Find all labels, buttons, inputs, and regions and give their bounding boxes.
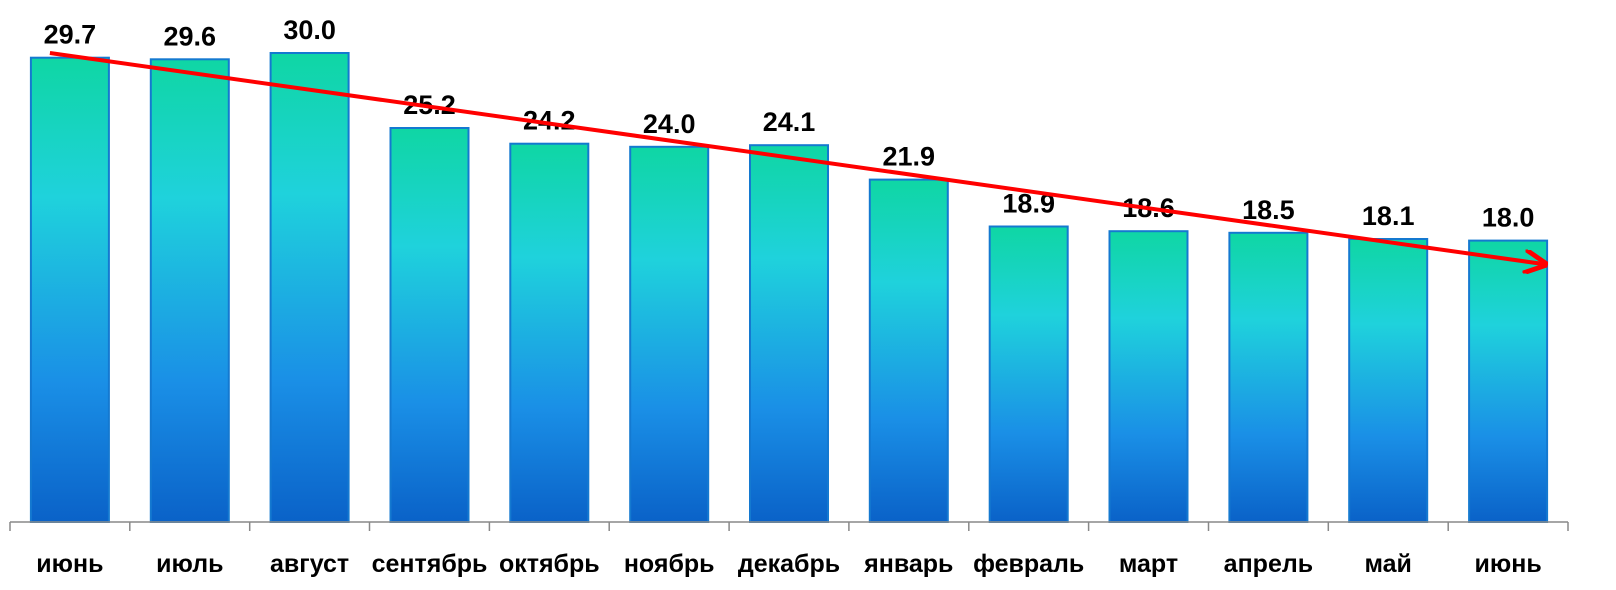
bar-6 — [749, 144, 829, 523]
value-label-0: 29.7 — [44, 20, 97, 50]
bar-9 — [1108, 230, 1189, 523]
bar-4 — [509, 142, 590, 523]
value-label-1: 29.6 — [164, 21, 217, 51]
x-tick-labels: июнь июль август сентябрь октябрь ноябрь декаб… — [36, 550, 1541, 578]
x-tick-label-4: октябрь — [499, 550, 600, 578]
x-axis — [9, 521, 1569, 531]
x-tick-label-0: июнь — [36, 550, 103, 578]
bar-0 — [29, 56, 110, 523]
value-label-10: 18.5 — [1242, 195, 1295, 225]
value-labels: 29.729.630.025.224.224.024.121.918.918.6… — [44, 15, 1535, 233]
bar-1 — [149, 58, 230, 524]
bar-3 — [389, 127, 470, 523]
bar-5 — [629, 145, 710, 524]
bar-12 — [1468, 239, 1549, 523]
bar-10 — [1228, 231, 1309, 524]
x-tick-label-3: сентябрь — [372, 550, 488, 578]
bar-8 — [988, 225, 1069, 523]
value-label-12: 18.0 — [1482, 203, 1535, 233]
value-label-6: 24.1 — [763, 107, 816, 137]
x-tick-label-11: май — [1364, 550, 1411, 578]
value-label-5: 24.0 — [643, 109, 696, 139]
x-tick-label-6: декабрь — [738, 550, 840, 578]
x-tick-label-1: июль — [156, 550, 223, 578]
trend-arrow-group — [49, 51, 1543, 264]
x-tick-label-8: февраль — [973, 550, 1084, 578]
bar-2 — [269, 52, 350, 523]
x-tick-label-7: январь — [863, 550, 953, 578]
x-tick-label-12: июнь — [1475, 550, 1542, 578]
x-tick-label-9: март — [1119, 550, 1178, 578]
bars — [29, 52, 1549, 524]
value-label-7: 21.9 — [883, 142, 936, 172]
x-tick-label-5: ноябрь — [624, 550, 715, 578]
value-label-2: 30.0 — [283, 15, 336, 45]
bar-11 — [1348, 238, 1429, 523]
trend-arrow — [49, 51, 1543, 264]
value-label-11: 18.1 — [1362, 201, 1415, 231]
x-tick-label-2: август — [270, 550, 349, 578]
bar-7 — [868, 178, 949, 523]
x-tick-label-10: апрель — [1224, 550, 1313, 578]
